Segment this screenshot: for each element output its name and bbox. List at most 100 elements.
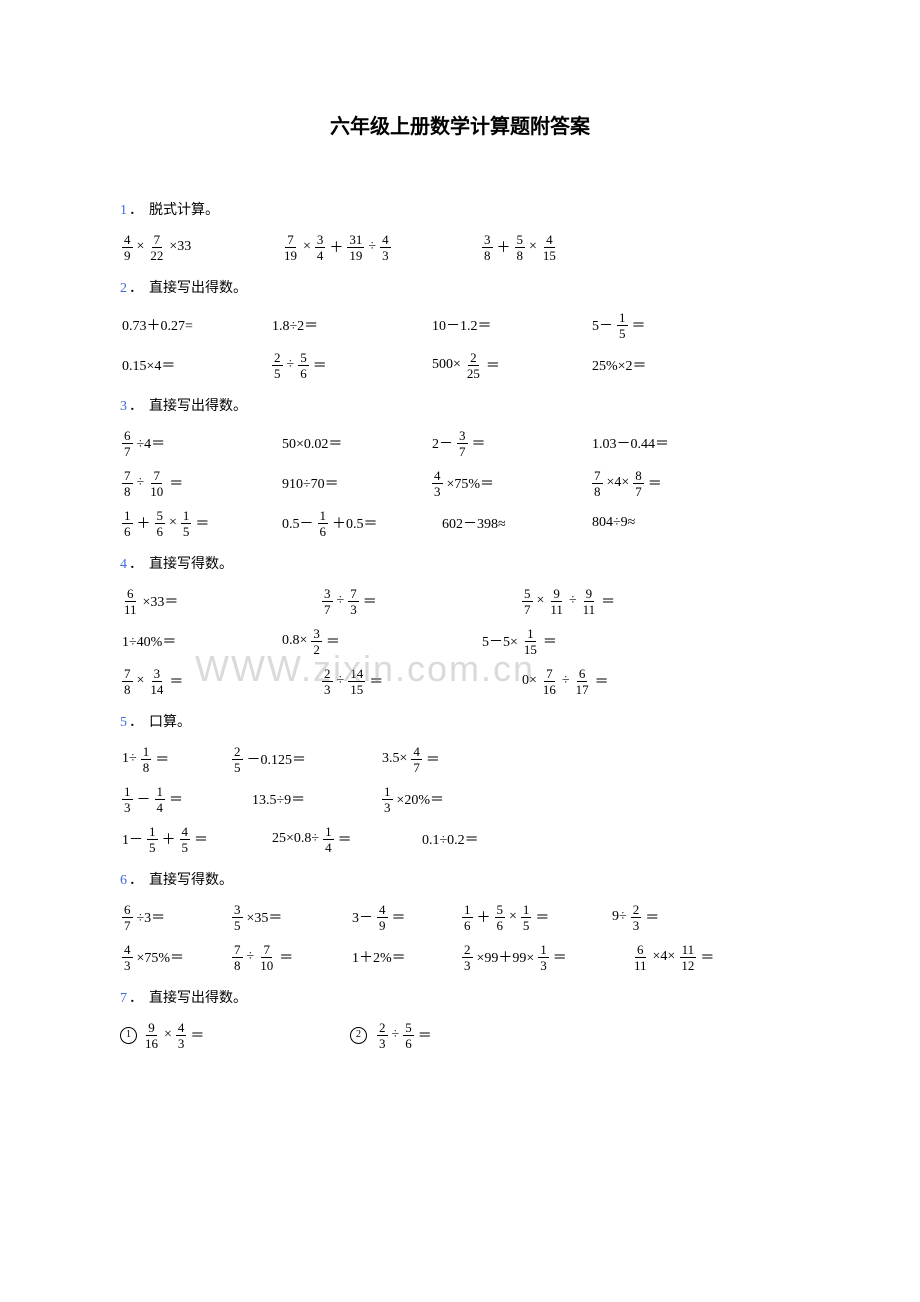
fraction: 911 bbox=[581, 587, 598, 616]
math-text: 2－ bbox=[432, 433, 453, 453]
fraction: 78 bbox=[122, 667, 133, 696]
expression-row: 0.73＋0.27= 1.8÷2＝ 10－1.2＝5－15＝ bbox=[120, 307, 800, 343]
math-text: ＝ bbox=[190, 1025, 204, 1045]
math-text: ＝ bbox=[632, 315, 646, 335]
fraction: 16 bbox=[122, 509, 133, 538]
expression-cell: 57×911÷911＝ bbox=[520, 587, 700, 616]
math-text: ×4× bbox=[653, 949, 676, 965]
fraction: 43 bbox=[176, 1021, 187, 1050]
expression-cell: 49×722×33 bbox=[120, 233, 280, 262]
question-text: 直接写出得数。 bbox=[149, 395, 247, 415]
expression-cell: 1÷40%＝ bbox=[120, 631, 280, 651]
fraction: 25 bbox=[272, 351, 283, 380]
fraction: 49 bbox=[122, 233, 133, 262]
math-text: 500× bbox=[432, 357, 461, 373]
expression-cell: 2 23÷56＝ bbox=[350, 1021, 550, 1050]
section-heading: 1．脱式计算。 bbox=[120, 199, 800, 219]
expression-cell: 2－37＝ bbox=[430, 429, 590, 458]
math-text: － bbox=[137, 789, 151, 809]
expression-cell: 50×0.02＝ bbox=[280, 433, 430, 453]
fraction: 43 bbox=[122, 943, 133, 972]
expression-cell: 23×99＋99×13＝ bbox=[460, 943, 630, 972]
math-text: ＝ bbox=[535, 907, 549, 927]
math-text: ＝ bbox=[426, 749, 440, 769]
fraction: 56 bbox=[495, 903, 506, 932]
expression-cell: 37÷73＝ bbox=[320, 587, 520, 616]
expression-cell: 5－5×115＝ bbox=[480, 627, 660, 656]
expression-cell: 5－15＝ bbox=[590, 311, 710, 340]
section-heading: 7．直接写出得数。 bbox=[120, 987, 800, 1007]
math-text: 0.8× bbox=[282, 633, 307, 649]
fraction: 1112 bbox=[679, 943, 696, 972]
math-text: ＝ bbox=[155, 749, 169, 769]
expression-row: 16＋56×15＝0.5－16＋0.5＝602－398≈804÷9≈ bbox=[120, 505, 800, 541]
expression-cell: 0.1÷0.2＝ bbox=[420, 829, 540, 849]
fraction: 115 bbox=[522, 627, 539, 656]
expression-cell: 10－1.2＝ bbox=[430, 315, 590, 335]
math-text: 0.1÷0.2＝ bbox=[422, 829, 479, 849]
math-text: ÷ bbox=[137, 475, 145, 491]
math-text: ÷ bbox=[569, 593, 577, 609]
fraction: 15 bbox=[521, 903, 532, 932]
expression-row: 43×75%＝78÷710＝1＋2%＝23×99＋99×13＝611×4×111… bbox=[120, 939, 800, 975]
question-text: 脱式计算。 bbox=[149, 199, 219, 219]
math-text: ÷ bbox=[562, 673, 570, 689]
expression-row: 13－14＝13.5÷9＝13×20%＝ bbox=[120, 781, 800, 817]
math-text: ＝ bbox=[601, 591, 615, 611]
math-text: ＝ bbox=[486, 355, 500, 375]
math-text: ×99＋99× bbox=[477, 947, 535, 967]
math-text: 1.03－0.44＝ bbox=[592, 433, 669, 453]
expression-row: 67÷3＝35×35＝3－49＝16＋56×15＝9÷23＝ bbox=[120, 899, 800, 935]
expression-cell: 13－14＝ bbox=[120, 785, 250, 814]
fraction: 15 bbox=[147, 825, 158, 854]
fraction: 15 bbox=[181, 509, 192, 538]
question-number: 7 bbox=[120, 991, 127, 1007]
math-text: ÷ bbox=[247, 949, 255, 965]
question-text: 直接写出得数。 bbox=[149, 277, 247, 297]
section-heading: 4．直接写得数。 bbox=[120, 553, 800, 573]
expression-cell: 25%×2＝ bbox=[590, 355, 710, 375]
expression-cell: 1÷18＝ bbox=[120, 745, 230, 774]
expression-cell: 25×0.8÷14＝ bbox=[270, 825, 420, 854]
expression-cell: 0.15×4＝ bbox=[120, 355, 270, 375]
math-text: ＋0.5＝ bbox=[332, 513, 378, 533]
fraction: 716 bbox=[541, 667, 558, 696]
math-text: 1.8÷2＝ bbox=[272, 315, 318, 335]
expression-cell: 500×225＝ bbox=[430, 351, 590, 380]
math-text: 5－5× bbox=[482, 631, 518, 651]
math-text: ×20%＝ bbox=[397, 789, 445, 809]
fraction: 47 bbox=[411, 745, 422, 774]
expression-cell: 16＋56×15＝ bbox=[460, 903, 610, 932]
math-text: ×4× bbox=[607, 475, 630, 491]
fraction: 611 bbox=[632, 943, 649, 972]
math-text: 0.73＋0.27= bbox=[122, 315, 193, 335]
fraction: 43 bbox=[380, 233, 391, 262]
math-text: ×35＝ bbox=[247, 907, 283, 927]
math-text: ＝ bbox=[595, 671, 609, 691]
fraction: 415 bbox=[541, 233, 558, 262]
fraction: 15 bbox=[617, 311, 628, 340]
fraction: 16 bbox=[462, 903, 473, 932]
math-text: ＝ bbox=[700, 947, 714, 967]
math-text: ÷ bbox=[368, 239, 376, 255]
expression-cell: 67÷3＝ bbox=[120, 903, 230, 932]
math-text: ＝ bbox=[169, 789, 183, 809]
expression-cell: 25÷56＝ bbox=[270, 351, 430, 380]
math-text: ÷ bbox=[287, 357, 295, 373]
math-text: × bbox=[529, 239, 537, 255]
math-text: × bbox=[137, 673, 145, 689]
fraction: 13 bbox=[122, 785, 133, 814]
fraction: 23 bbox=[322, 667, 333, 696]
fraction: 67 bbox=[122, 429, 133, 458]
fraction: 611 bbox=[122, 587, 139, 616]
expression-cell: 35×35＝ bbox=[230, 903, 350, 932]
math-text: ＝ bbox=[195, 513, 209, 533]
section-heading: 6．直接写得数。 bbox=[120, 869, 800, 889]
expression-cell: 611×33＝ bbox=[120, 587, 320, 616]
expression-cell: 3.5×47＝ bbox=[380, 745, 520, 774]
question-dot: ． bbox=[129, 869, 143, 889]
expression-cell: 78÷710＝ bbox=[230, 943, 350, 972]
fraction: 722 bbox=[148, 233, 165, 262]
math-text: ＝ bbox=[392, 907, 406, 927]
math-text: －0.125＝ bbox=[247, 749, 307, 769]
